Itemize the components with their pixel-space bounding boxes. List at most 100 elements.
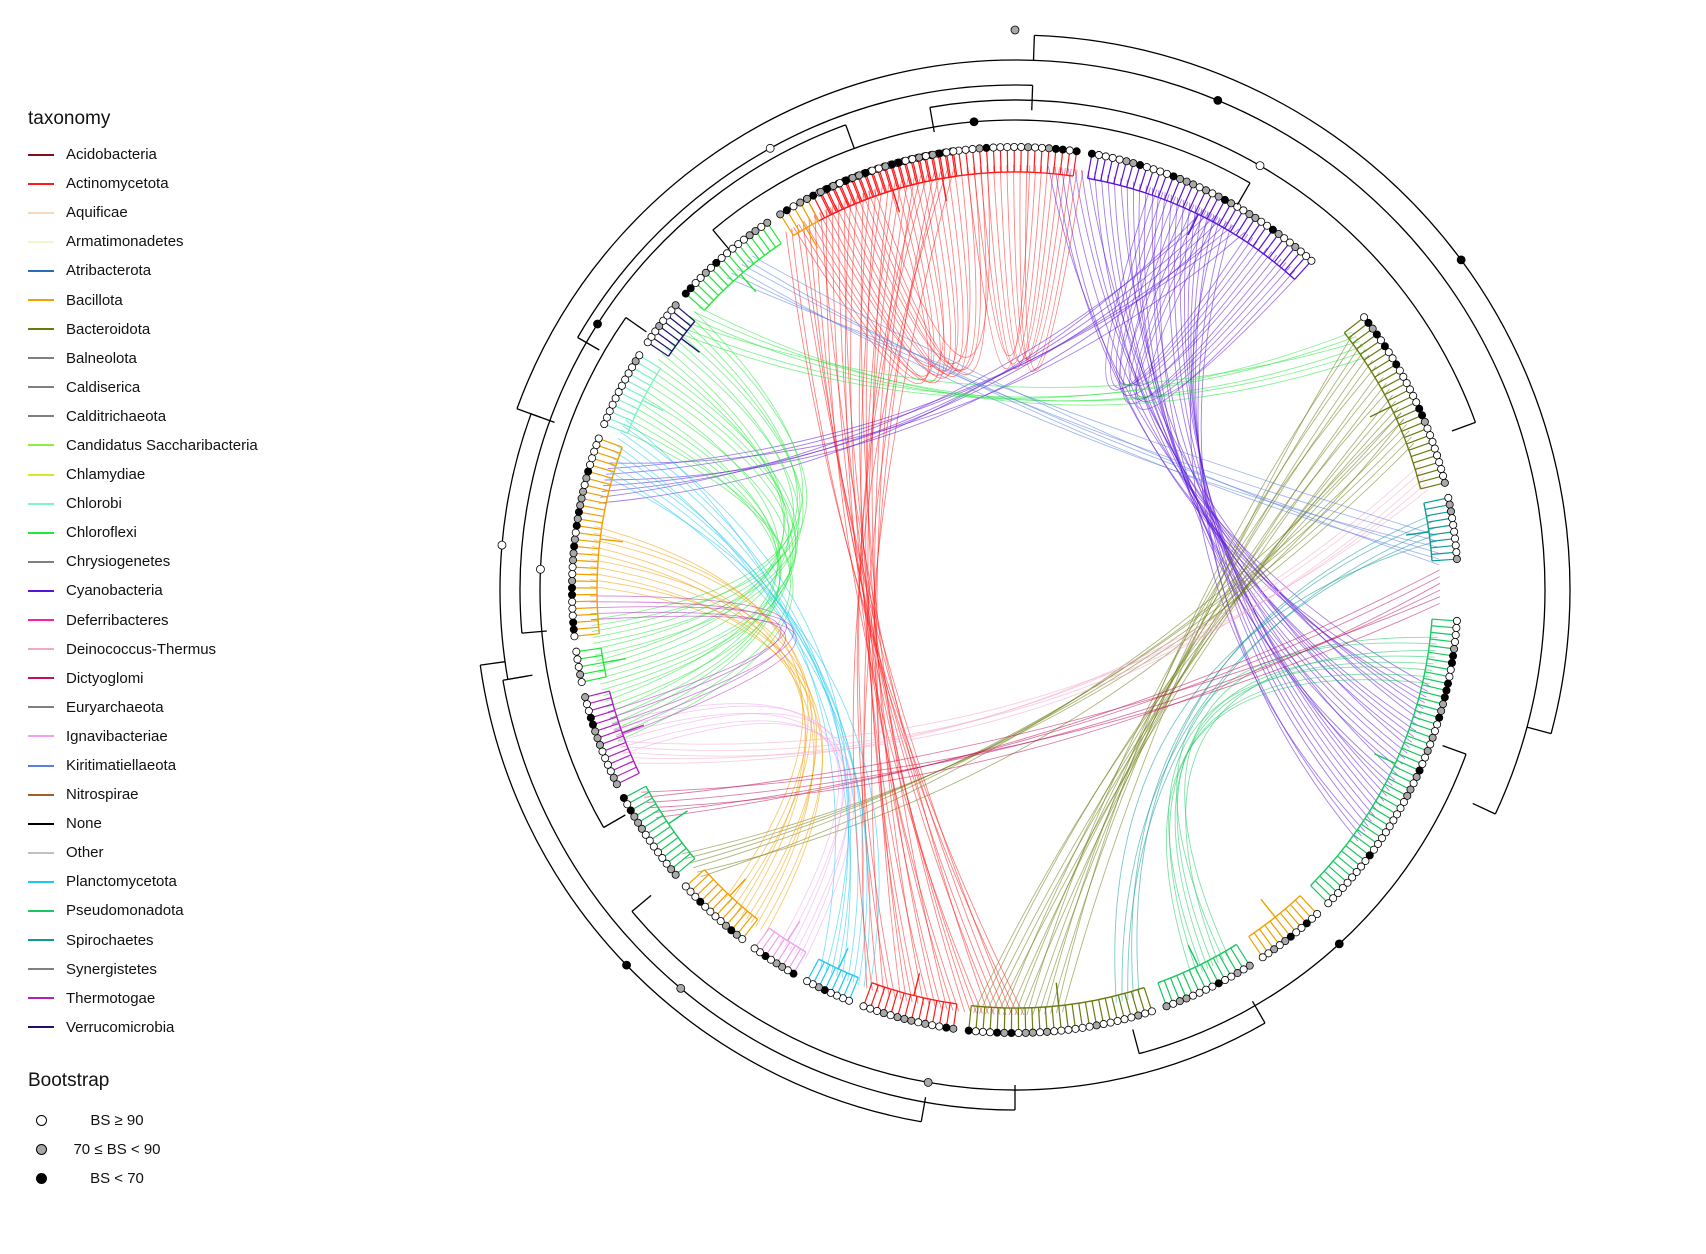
tip-branch [837,972,848,994]
clade-arc [596,446,623,634]
tip-branch [1393,765,1415,777]
bootstrap-node [757,222,766,231]
tip-branch [1273,244,1289,263]
link-curve [1026,365,1377,1015]
clade-stem [1369,406,1392,418]
tip-branch [1426,664,1448,670]
taxonomy-legend-item: Chlorobi [28,489,348,518]
link-curve [622,723,855,960]
link-curve [594,336,794,650]
tip-branch [596,451,619,460]
tip-branch [931,157,937,180]
clade-stem [892,190,901,213]
tip-branch [599,445,621,454]
bootstrap-node [765,143,775,153]
link-curve [641,602,1440,793]
tip-branch [890,167,899,189]
taxonomy-color-swatch [28,444,54,447]
bootstrap-node [1348,873,1357,882]
tip-branch [677,306,696,322]
link-curve [590,601,782,719]
tip-branch [904,994,912,1017]
taxonomy-label: Acidobacteria [66,146,157,164]
bootstrap-node [1263,221,1272,230]
link-curve [1131,520,1435,999]
bootstrap-node [1364,318,1373,327]
bootstrap-node [1182,177,1191,186]
tip-branch [575,607,598,610]
bootstrap-node [1334,939,1344,949]
tip-branch [1169,977,1180,999]
tip-branch [897,992,905,1015]
tip-branch [1268,240,1283,259]
taxonomy-label: Balneolota [66,349,137,367]
tip-branch [834,188,845,209]
tip-branch [821,194,833,215]
bootstrap-node [803,977,812,986]
bootstrap-node [1448,514,1457,523]
bootstrap-legend-list: BS ≥ 90 70 ≤ BS < 90 BS < 70 [28,1106,348,1193]
bootstrap-node [588,454,597,463]
link-curve [613,705,845,948]
bootstrap-node [751,227,760,236]
tip-branch [1264,924,1279,944]
tip-branch [589,697,612,704]
tip-branch [1349,839,1368,855]
link-curve [1127,527,1436,1000]
bootstrap-node [982,143,991,152]
bootstrap-node [574,662,583,671]
bootstrap-node [696,897,705,906]
bootstrap-node [619,793,628,802]
bootstrap-node [1334,889,1343,898]
bootstrap-node [1094,151,1103,160]
link-curve [676,331,1353,399]
bootstrap-node [1423,424,1432,433]
link-curve [1087,171,1420,721]
bootstrap-node [1447,658,1456,667]
bootstrap-dot-icon [36,1144,47,1155]
link-curve [593,331,804,644]
tip-branch [975,1006,979,1029]
bootstrap-node [1201,985,1210,994]
bootstrap-node [1385,822,1394,831]
link-curve [619,482,1427,751]
tip-branch [1408,442,1430,451]
bootstrap-node [601,754,610,763]
tip-branch [1274,916,1290,935]
bootstrap-node [637,824,646,833]
bootstrap-node [1443,679,1452,688]
taxonomy-label: Calditrichaeota [66,407,167,425]
backbone-branch [1132,1029,1140,1054]
bootstrap-node [1233,202,1242,211]
bootstrap-node [734,240,743,249]
backbone-branch [1442,745,1467,755]
tip-branch [924,159,931,181]
tip-branch [849,977,859,999]
bootstrap-node [1149,165,1158,174]
clade-stem [1055,982,1060,1006]
link-curve [834,171,959,372]
tip-branch [1248,936,1262,956]
bootstrap-node [577,678,586,687]
link-curve [1138,183,1403,765]
bootstrap-node [1313,909,1322,918]
bootstrap-node [1392,360,1401,369]
bootstrap-node [1373,839,1382,848]
tip-branch [728,255,744,273]
tip-branch [605,741,626,751]
taxonomy-color-swatch [28,735,54,738]
tip-branch [677,858,696,874]
bootstrap-node [1239,206,1248,215]
clade-stem [1374,753,1396,764]
bootstrap-node [1451,630,1460,639]
tip-branch [1387,390,1408,402]
link-curve [622,476,1425,757]
bootstrap-legend-title: Bootstrap [28,1070,110,1091]
link-curve [1134,207,1287,398]
link-curve [1081,170,1422,715]
bootstrap-node [1072,147,1081,156]
bootstrap-node [577,494,586,503]
taxonomy-color-swatch [28,357,54,360]
tip-branch [826,191,837,213]
clade-stem [837,947,849,970]
